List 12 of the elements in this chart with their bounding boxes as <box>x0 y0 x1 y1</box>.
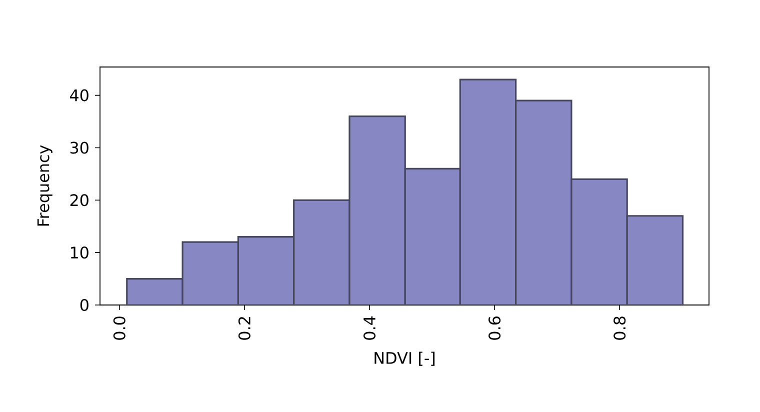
y-tick-label: 10 <box>70 246 88 259</box>
x-tick-label: 0.4 <box>363 316 376 340</box>
x-tick-label: 0.6 <box>488 316 501 340</box>
y-tick-label: 0 <box>80 298 88 312</box>
x-axis-title: NDVI [-] <box>374 352 435 366</box>
y-tick-label: 30 <box>70 142 88 154</box>
y-tick-label: 40 <box>70 89 88 102</box>
x-tick-label: 0.8 <box>614 316 626 340</box>
y-tick-label: 20 <box>70 194 88 206</box>
y-axis-title: Frequency <box>37 145 52 226</box>
x-tick-label: 0.0 <box>113 316 126 340</box>
x-tick-label: 0.2 <box>238 317 250 340</box>
